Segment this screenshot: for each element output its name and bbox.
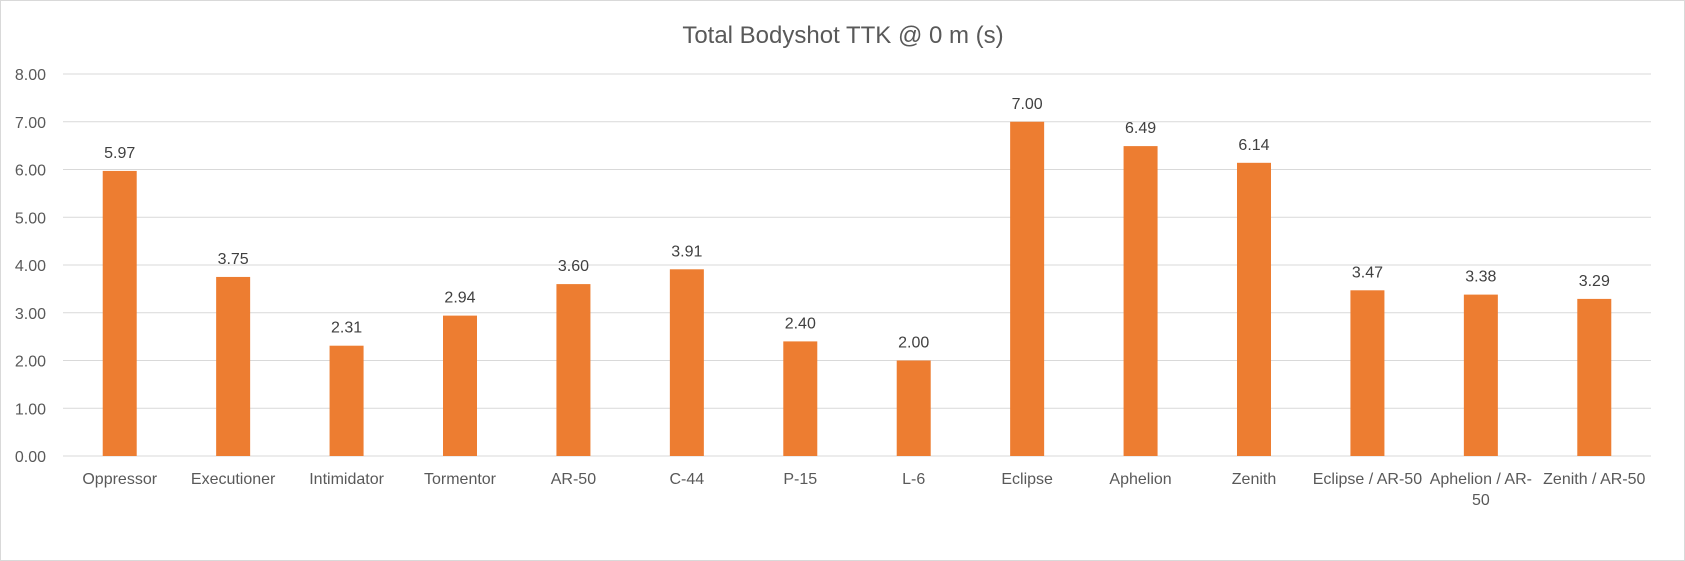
x-category-label: Zenith / AR-50 (1543, 471, 1645, 488)
bar (1463, 294, 1498, 456)
bar (1010, 121, 1045, 456)
bar (216, 276, 251, 456)
y-tick-label: 3.00 (15, 306, 46, 323)
x-category-label-wrapped: Aphelion / AR-50 (1430, 471, 1532, 509)
bar (1237, 162, 1271, 456)
y-tick-label: 2.00 (15, 354, 46, 371)
data-label: 3.75 (218, 251, 249, 268)
x-category-label: Oppressor (82, 471, 157, 488)
x-category-label: C-44 (670, 471, 705, 488)
data-label: 6.14 (1238, 137, 1269, 154)
bar (102, 170, 137, 456)
data-label: 6.49 (1125, 120, 1156, 137)
x-category-label: L-6 (902, 471, 925, 488)
y-tick-label: 0.00 (15, 449, 46, 466)
data-label: 5.97 (104, 145, 135, 162)
bar (783, 341, 818, 456)
bar (1123, 146, 1158, 457)
y-tick-label: 7.00 (15, 115, 46, 132)
x-category-label: P-15 (783, 471, 817, 488)
data-label: 3.60 (558, 258, 589, 275)
x-axis-category-labels: Oppressor Executioner Intimidator Tormentor… (82, 471, 1645, 509)
bar (1350, 290, 1385, 456)
data-label: 3.47 (1352, 264, 1383, 281)
y-tick-label: 6.00 (15, 163, 46, 180)
x-category-label: Intimidator (309, 471, 384, 488)
y-tick-label: 5.00 (15, 210, 46, 227)
y-tick-label: 8.00 (15, 67, 46, 84)
bar (443, 315, 477, 456)
data-label: 2.94 (444, 290, 475, 307)
data-label: 3.91 (671, 243, 702, 260)
y-tick-label: 4.00 (15, 258, 46, 275)
bar (896, 360, 931, 456)
data-labels: 5.97 3.75 2.31 2.94 3.60 3.91 2.40 2.00 7.00 6.49… (104, 96, 1610, 352)
x-category-label: Aphelion (1109, 471, 1171, 488)
x-category-label: AR-50 (551, 471, 596, 488)
bars (102, 121, 1612, 457)
bar (329, 345, 364, 456)
data-label: 7.00 (1012, 96, 1043, 113)
data-label: 3.38 (1465, 269, 1496, 286)
data-label: 3.29 (1579, 273, 1610, 290)
y-axis-tick-labels: 0.00 1.00 2.00 3.00 4.00 5.00 6.00 7.00 8.00 (15, 67, 46, 466)
y-tick-label: 1.00 (15, 401, 46, 418)
x-category-label: Tormentor (424, 471, 497, 488)
bar (1577, 298, 1612, 456)
data-label: 2.00 (898, 335, 929, 352)
chart-title: Total Bodyshot TTK @ 0 m (s) (682, 22, 1003, 49)
bar (669, 269, 704, 456)
x-category-label: Executioner (191, 471, 276, 488)
x-category-label: Zenith (1232, 471, 1276, 488)
x-category-label: Eclipse (1001, 471, 1053, 488)
data-label: 2.31 (331, 320, 362, 337)
x-category-label: Eclipse / AR-50 (1313, 471, 1422, 488)
data-label: 2.40 (785, 315, 816, 332)
gridlines (63, 73, 1651, 457)
bar (556, 284, 591, 456)
